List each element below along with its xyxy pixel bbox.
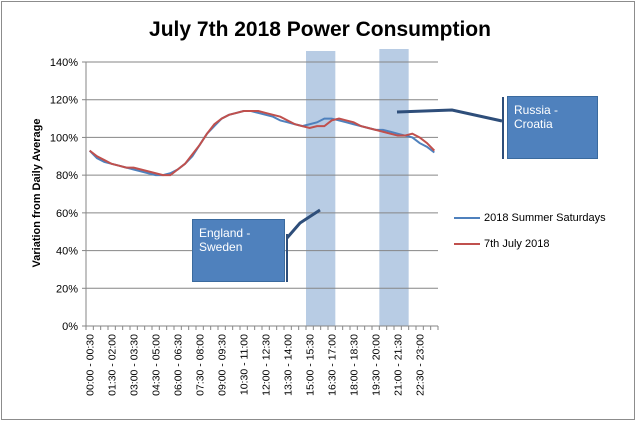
x-tick-label: 18:00 - 18:30: [349, 334, 361, 396]
x-tick-label: 15:00 - 15:30: [305, 334, 317, 396]
y-tick-label: 80%: [56, 170, 78, 182]
annotation-russia-croatia: Russia - Croatia: [507, 96, 598, 159]
annotation-leader-line: [285, 208, 321, 239]
y-tick-label: 140%: [50, 57, 78, 69]
annotation-leader-line: [396, 108, 503, 123]
y-tick-label: 120%: [50, 95, 78, 107]
chart-title: July 7th 2018 Power Consumption: [149, 18, 491, 41]
x-tick-label: 19:30 - 20:00: [371, 334, 383, 396]
x-tick-label: 06:00 - 06:30: [173, 334, 185, 396]
x-tick-label: 00:00 - 00:30: [85, 334, 97, 396]
legend-label: 7th July 2018: [484, 238, 550, 250]
x-tick-label: 10:30 - 11:00: [239, 334, 251, 395]
x-tick-label: 07:30 - 08:00: [195, 334, 207, 396]
legend-item-july7: 7th July 2018: [454, 238, 549, 250]
legend-swatch: [454, 243, 480, 245]
x-tick-label: 04:30 - 05:00: [151, 334, 163, 396]
x-tick-label: 21:00 - 21:30: [393, 334, 405, 396]
annotation-england-sweden: England - Sweden: [192, 219, 285, 282]
x-tick-label: 13:30 - 14:00: [283, 334, 295, 396]
series-line-july7: [89, 110, 436, 177]
y-tick-label: 60%: [56, 208, 78, 220]
legend-swatch: [454, 217, 480, 219]
x-tick-label: 22:30 - 23:00: [415, 334, 427, 396]
x-tick-label: 16:30 - 17:00: [327, 334, 339, 396]
x-tick-label: 12:00 - 12:30: [261, 334, 273, 396]
legend-label: 2018 Summer Saturdays: [484, 212, 606, 224]
x-tick-label: 03:00 - 03:30: [129, 334, 141, 396]
x-tick-label: 01:30 - 02:00: [107, 334, 119, 396]
legend-item-summer: 2018 Summer Saturdays: [454, 212, 606, 224]
y-tick-label: 0%: [62, 321, 78, 333]
x-tick-label: 09:00 - 09:30: [217, 334, 229, 396]
highlight-band: [379, 49, 409, 326]
y-tick-label: 40%: [56, 246, 78, 258]
highlight-band: [306, 51, 336, 326]
y-tick-label: 100%: [50, 132, 78, 144]
y-tick-label: 20%: [56, 283, 78, 295]
